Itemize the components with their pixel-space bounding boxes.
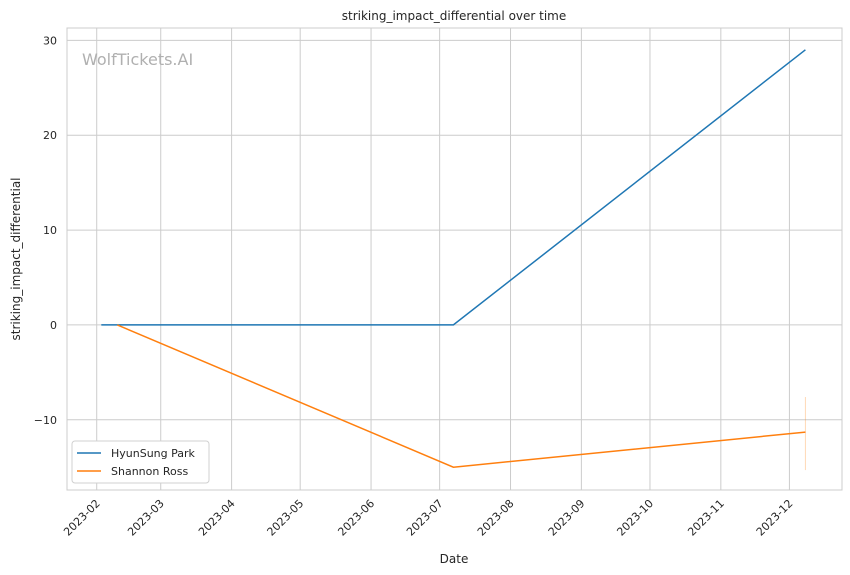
y-tick-label: 10 <box>43 224 57 237</box>
x-tick-label: 2023-04 <box>196 497 238 539</box>
x-tick-label: 2023-11 <box>685 497 727 539</box>
y-tick-labels: −10 0 10 20 30 <box>34 34 57 426</box>
legend-label-shannon-ross: Shannon Ross <box>111 465 188 478</box>
x-tick-label: 2023-03 <box>125 497 167 539</box>
x-axis-label: Date <box>440 552 469 566</box>
legend: HyunSung Park Shannon Ross <box>71 440 210 484</box>
x-tick-label: 2023-09 <box>546 497 588 539</box>
chart-title: striking_impact_differential over time <box>342 9 567 23</box>
x-tick-label: 2023-05 <box>265 497 307 539</box>
x-tick-label: 2023-10 <box>614 497 656 539</box>
series-line-hyunsung-park <box>101 49 806 326</box>
series-line-shannon-ross <box>117 324 806 468</box>
x-tick-label: 2023-06 <box>335 497 377 539</box>
y-axis-label: striking_impact_differential <box>9 177 23 340</box>
y-tick-label: 20 <box>43 129 57 142</box>
x-tick-label: 2023-07 <box>404 497 446 539</box>
y-tick-label: 30 <box>43 34 57 47</box>
x-tick-label: 2023-12 <box>754 497 796 539</box>
x-tick-label: 2023-08 <box>475 497 517 539</box>
plot-area <box>66 27 843 491</box>
x-tick-label: 2023-02 <box>61 497 103 539</box>
y-tick-label: 0 <box>50 319 57 332</box>
legend-label-hyunsung-park: HyunSung Park <box>111 447 196 460</box>
x-tick-labels: 2023-02 2023-03 2023-04 2023-05 2023-06 2023-… <box>61 497 795 539</box>
watermark: WolfTickets.AI <box>82 50 193 69</box>
y-tick-label: −10 <box>34 414 57 427</box>
legend-box <box>71 440 210 484</box>
series-lines <box>101 49 806 471</box>
